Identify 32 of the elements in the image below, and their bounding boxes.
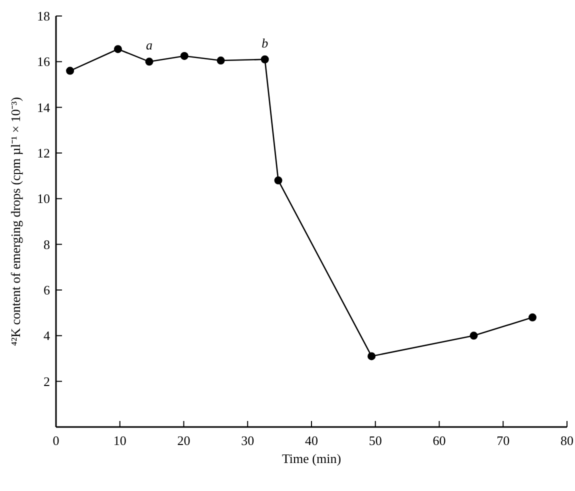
x-tick-label: 30: [241, 433, 254, 448]
y-axis-title: ⁴²K content of emerging drops (cpm µl⁻¹ × 10⁻³): [8, 97, 23, 346]
y-tick-label: 12: [37, 146, 50, 160]
point: [66, 66, 74, 75]
point: [180, 52, 188, 60]
point: [260, 55, 269, 64]
y-tick-label: 14: [37, 100, 50, 115]
point: [528, 313, 537, 322]
y-tick-label: 16: [37, 54, 50, 70]
x-tick-label: 50: [368, 433, 382, 448]
x-tick-label: 20: [177, 433, 190, 448]
point: [368, 352, 376, 360]
point: [114, 45, 122, 54]
point: [145, 58, 154, 66]
annotation: a: [146, 38, 154, 53]
point: [274, 176, 282, 184]
y-tick-label: 2: [44, 374, 50, 389]
y-tick-label: 18: [37, 8, 50, 24]
x-tick-label: 60: [432, 433, 446, 448]
point: [216, 56, 225, 65]
y-tick-label: 8: [44, 236, 50, 252]
x-tick-label: 70: [496, 433, 510, 448]
point: [470, 332, 478, 340]
x-tick-label: 80: [560, 433, 574, 448]
x-axis-title: Time (min): [282, 451, 342, 466]
x-tick-label: 10: [113, 433, 126, 448]
y-tick-label: 6: [44, 282, 50, 298]
y-tick-label: 4: [44, 328, 50, 344]
annotation: b: [262, 35, 269, 50]
x-tick-label: 0: [52, 433, 60, 448]
x-tick-label: 40: [305, 433, 318, 448]
y-tick-label: 10: [37, 191, 50, 206]
